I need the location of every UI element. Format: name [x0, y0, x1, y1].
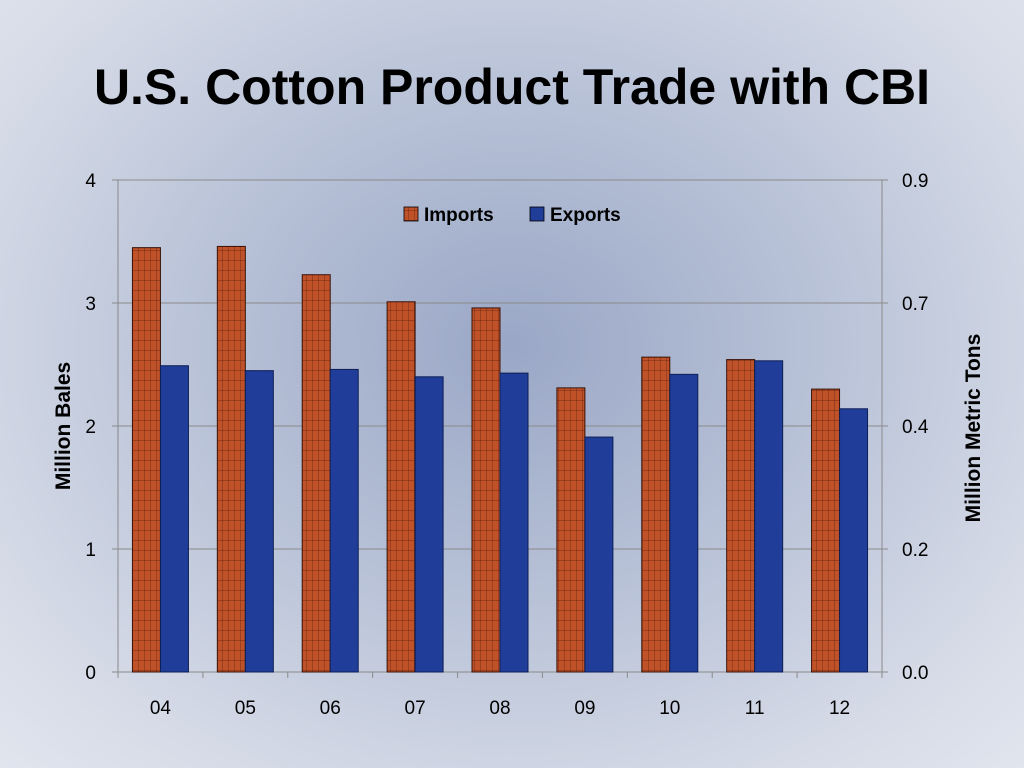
x-axis-tick-labels: 04 05 06 07 08 09 10 11 12	[150, 698, 850, 719]
y2-axis-tick-labels: 0.0 0.2 0.4 0.7 0.9	[902, 171, 929, 684]
bar-exports-04	[159, 365, 189, 673]
y-tick-label: 2	[85, 417, 96, 438]
x-tick-label: 05	[235, 698, 256, 719]
bar-exports-08	[499, 372, 529, 673]
legend: Imports Exports	[403, 205, 621, 226]
bar-imports-12	[811, 388, 841, 673]
bar-exports-05	[244, 370, 274, 673]
y2-axis-title: Million Metric Tons	[962, 334, 985, 523]
y-tick-label: 0	[85, 663, 96, 684]
bar-imports-06	[301, 274, 331, 673]
x-tick-label: 10	[659, 698, 680, 719]
x-tick-label: 11	[745, 698, 765, 719]
x-tick-label: 08	[489, 698, 510, 719]
y-tick-label: 1	[85, 540, 96, 561]
y2-tick-label: 0.4	[902, 417, 929, 438]
bars	[131, 245, 869, 673]
y2-tick-label: 0.2	[902, 540, 928, 561]
bar-imports-08	[471, 307, 501, 673]
bar-imports-04	[131, 247, 161, 673]
bar-exports-06	[329, 368, 359, 673]
y-tick-label: 3	[85, 294, 96, 315]
y-axis-title: Million Bales	[52, 362, 75, 490]
y-axis-tick-labels: 0 1 2 3 4	[85, 171, 96, 684]
x-tick-label: 06	[320, 698, 341, 719]
bar-imports-10	[641, 356, 671, 673]
y2-tick-label: 0.7	[902, 294, 928, 315]
bar-imports-05	[216, 245, 246, 673]
y2-tick-label: 0.0	[902, 663, 928, 684]
bar-exports-07	[414, 376, 444, 673]
bar-exports-09	[584, 436, 614, 673]
y2-tick-label: 0.9	[902, 171, 928, 192]
legend-imports-label: Imports	[424, 205, 494, 226]
x-tick-label: 07	[405, 698, 426, 719]
legend-imports-swatch	[403, 206, 419, 222]
x-tick-label: 09	[574, 698, 595, 719]
bar-imports-07	[386, 301, 416, 673]
bar-exports-12	[839, 408, 869, 673]
x-tick-label: 12	[829, 698, 850, 719]
bar-imports-09	[556, 387, 586, 673]
bar-imports-11	[726, 359, 756, 673]
legend-exports-swatch	[529, 206, 545, 222]
bar-exports-10	[669, 373, 699, 673]
bar-exports-11	[754, 360, 784, 673]
y-tick-label: 4	[85, 171, 96, 192]
legend-exports-label: Exports	[550, 205, 621, 226]
x-tick-label: 04	[150, 698, 172, 719]
chart-title: U.S. Cotton Product Trade with CBI	[93, 59, 931, 115]
